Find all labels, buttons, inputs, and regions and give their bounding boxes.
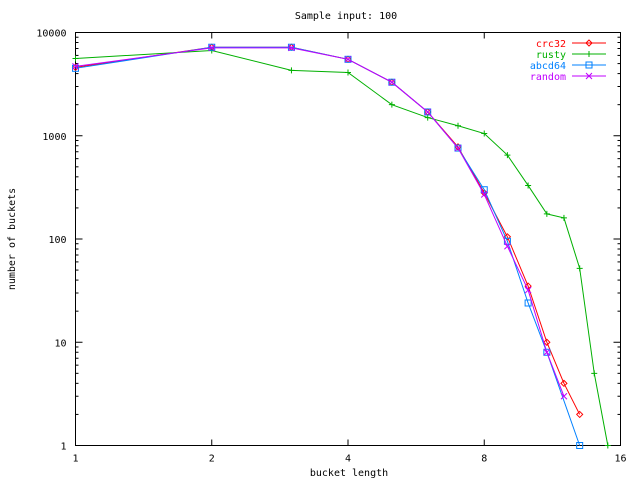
y-tick-label: 1	[60, 442, 66, 453]
legend-label: rusty	[536, 50, 566, 61]
data-point-square	[208, 43, 216, 51]
chart-title: Sample input: 100	[295, 11, 397, 22]
data-point-diamond	[575, 410, 584, 419]
data-point-square	[388, 78, 396, 86]
data-point-plus	[604, 442, 611, 449]
series-line	[75, 46, 581, 415]
data-point-plus	[543, 210, 550, 217]
data-point-square	[585, 61, 593, 69]
data-point-square	[503, 237, 511, 245]
data-point-x	[585, 72, 593, 80]
y-tick-label: 10	[54, 338, 66, 349]
legend-item-rusty: rusty	[536, 50, 606, 61]
legend-label: random	[530, 72, 566, 83]
y-tick-label: 100	[48, 235, 66, 246]
x-tick-label: 8	[481, 454, 487, 465]
data-point-x	[72, 63, 79, 70]
data-point-diamond	[560, 379, 568, 388]
x-tick-label: 16	[614, 454, 626, 465]
data-point-plus	[504, 152, 511, 159]
data-point-x	[388, 78, 396, 86]
data-point-plus	[388, 101, 395, 108]
data-point-square	[424, 108, 432, 116]
data-point-x	[208, 44, 216, 52]
legend-item-random: random	[530, 72, 606, 83]
data-point-square	[454, 144, 462, 152]
series-line	[75, 49, 609, 446]
data-point-plus	[525, 182, 532, 189]
series-random	[72, 44, 568, 400]
x-axis-ticks: 1 2 4 8 16	[72, 32, 627, 465]
series-layer	[71, 43, 611, 449]
data-point-plus	[591, 370, 598, 377]
data-point-x	[524, 286, 532, 294]
y-axis-label: number of buckets	[7, 188, 18, 290]
legend-item-abcd64: abcd64	[530, 61, 606, 72]
data-point-x	[560, 392, 568, 400]
legend-item-crc32: crc32	[536, 39, 606, 50]
plot-frame	[75, 32, 621, 446]
data-point-x	[480, 191, 488, 198]
data-point-square	[72, 64, 79, 72]
data-point-square	[287, 43, 295, 51]
data-point-plus	[345, 69, 351, 76]
data-point-plus	[72, 55, 79, 62]
series-rusty	[72, 47, 611, 449]
x-tick-label: 2	[209, 454, 215, 465]
x-tick-label: 1	[72, 454, 78, 465]
series-line	[75, 46, 581, 446]
data-point-plus	[560, 214, 567, 221]
y-axis-ticks: 1 10 100 1000 10000	[36, 29, 621, 453]
legend-label: crc32	[536, 39, 566, 50]
series-crc32	[71, 43, 584, 419]
data-point-x	[288, 44, 295, 52]
series-line	[75, 47, 565, 397]
data-point-x	[543, 348, 551, 356]
x-axis-label: bucket length	[310, 468, 388, 479]
data-point-square	[543, 348, 551, 356]
data-point-square	[576, 442, 584, 449]
legend-label: abcd64	[530, 61, 566, 72]
data-point-x	[504, 242, 511, 250]
y-tick-label: 1000	[42, 132, 66, 143]
data-point-x	[454, 144, 462, 152]
data-point-square	[524, 299, 532, 307]
data-point-plus	[481, 130, 488, 137]
y-tick-label: 10000	[36, 29, 66, 40]
data-point-x	[344, 55, 352, 63]
data-point-diamond	[585, 39, 593, 47]
data-point-x	[424, 108, 432, 116]
data-point-plus	[455, 122, 462, 129]
series-abcd64	[72, 43, 584, 449]
data-point-plus	[288, 67, 295, 74]
data-point-square	[344, 55, 352, 63]
data-point-plus	[576, 265, 583, 272]
x-tick-label: 4	[345, 454, 351, 465]
data-point-diamond	[543, 338, 551, 346]
data-point-plus	[424, 114, 431, 121]
data-point-plus	[586, 51, 592, 57]
